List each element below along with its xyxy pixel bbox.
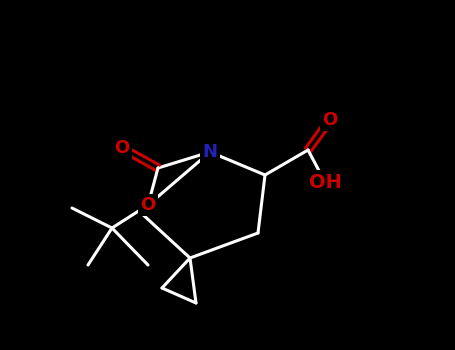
Text: O: O (114, 139, 130, 157)
Text: N: N (202, 143, 217, 161)
Text: OH: OH (308, 173, 341, 191)
Text: O: O (141, 196, 156, 214)
Text: O: O (323, 111, 338, 129)
